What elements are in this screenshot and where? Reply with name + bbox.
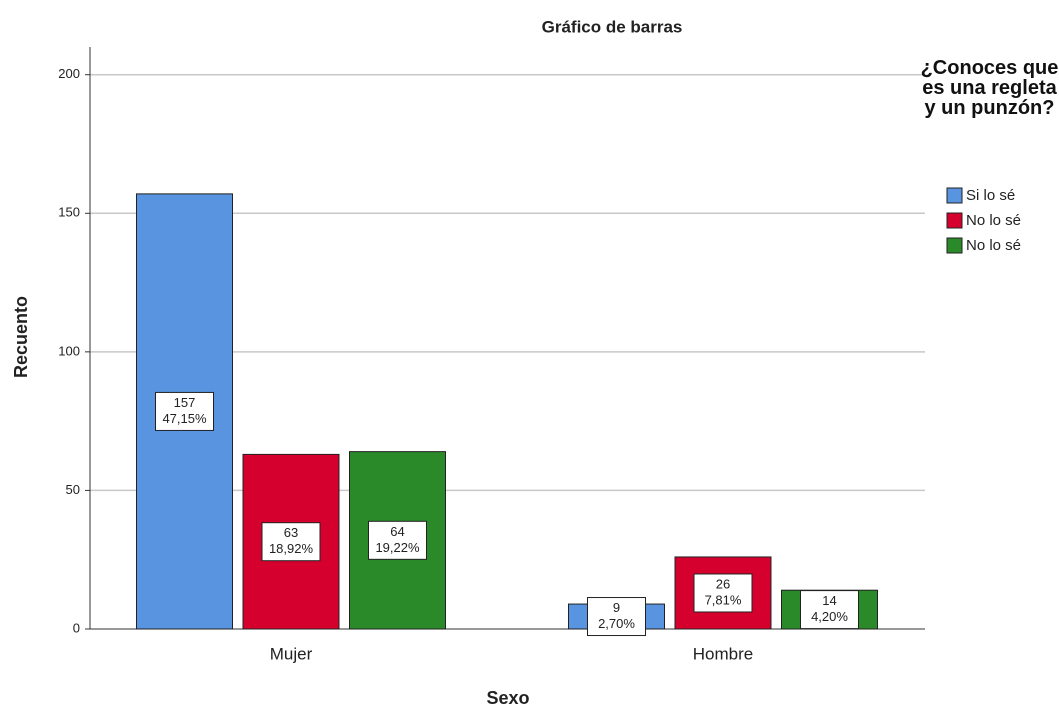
- data-label: 9: [613, 600, 620, 615]
- data-label: 14: [822, 593, 836, 608]
- y-tick-label: 0: [73, 620, 80, 635]
- legend-label: No lo sé: [966, 237, 1021, 254]
- y-tick-label: 100: [58, 343, 80, 358]
- data-label: 26: [716, 576, 730, 591]
- data-label: 63: [284, 525, 298, 540]
- data-label-percent: 4,20%: [811, 609, 848, 624]
- legend-swatch: [946, 237, 963, 254]
- data-label-box: [368, 520, 427, 560]
- legend-swatch: [946, 187, 963, 204]
- y-tick-label: 200: [58, 66, 80, 81]
- data-label-box: [587, 597, 646, 637]
- data-label: 64: [390, 524, 404, 539]
- legend-swatch: [946, 212, 963, 229]
- data-label-box: [693, 573, 753, 613]
- data-label-box: [261, 522, 321, 562]
- data-label: 157: [174, 395, 196, 410]
- data-label-percent: 47,15%: [162, 411, 207, 426]
- x-tick-label: Mujer: [270, 644, 313, 663]
- x-tick-label: Hombre: [693, 644, 753, 663]
- y-tick-label: 50: [66, 482, 80, 497]
- data-label-percent: 19,22%: [375, 540, 420, 555]
- chart-title: Gráfico de barras: [542, 17, 683, 36]
- data-label-box: [800, 590, 859, 630]
- legend-title: ¿Conoces que es una regleta y un punzón?: [920, 57, 1059, 119]
- data-label-percent: 18,92%: [269, 541, 314, 556]
- legend-label: Si lo sé: [966, 187, 1015, 204]
- legend-label: No lo sé: [966, 212, 1021, 229]
- x-axis-label: Sexo: [486, 688, 529, 708]
- data-label-box: [155, 391, 214, 431]
- data-label-percent: 7,81%: [705, 592, 742, 607]
- y-tick-label: 150: [58, 205, 80, 220]
- data-label-percent: 2,70%: [598, 616, 635, 631]
- y-axis-label: Recuento: [11, 296, 31, 378]
